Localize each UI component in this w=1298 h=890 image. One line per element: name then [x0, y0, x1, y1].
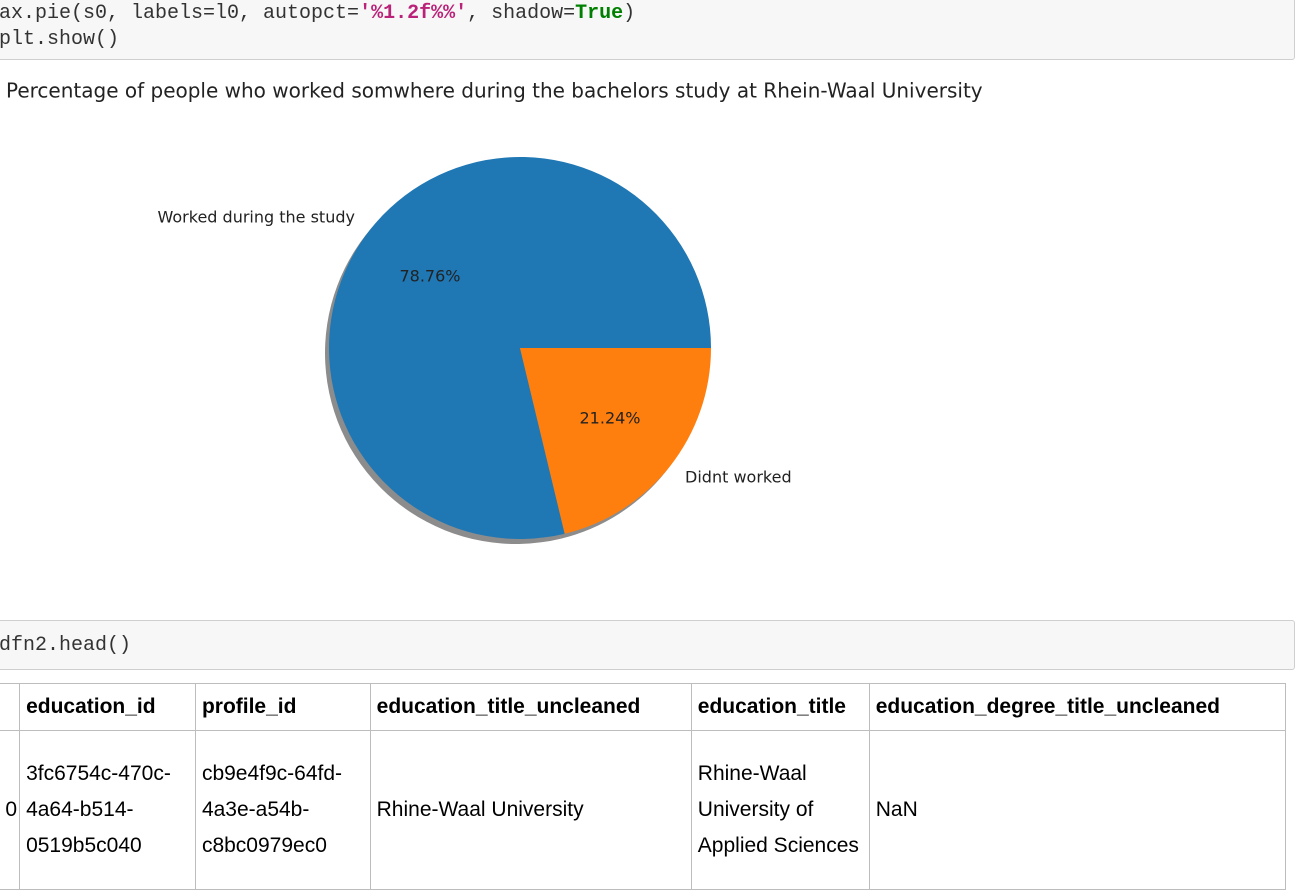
code-line: plt.show()	[0, 27, 1294, 53]
table-cell: Rhine-Waal University	[369, 730, 692, 890]
table-row: 0 3fc6754c-470c-4a64-b514-0519b5c040 cb9e4…	[0, 730, 1287, 890]
column-header: education_degree_title_uncleaned	[868, 683, 1287, 731]
header-row: education_id profile_id education_title_un…	[0, 683, 1287, 731]
dataframe: education_id profile_id education_title_un…	[0, 683, 1287, 890]
row-index: 0	[0, 730, 21, 890]
code-line: dfn2.head()	[0, 633, 1294, 659]
column-header: profile_id	[194, 683, 371, 731]
code: plt.show()	[0, 28, 120, 51]
code: , shadow=	[467, 2, 576, 25]
code-cell[interactable]: ax.pie(s0, labels=l0, autopct='%1.2f%%',…	[0, 0, 1295, 60]
table-cell: Rhine-Waal University of Applied Science…	[690, 730, 870, 890]
value-label: 21.24%	[580, 408, 641, 427]
code: ax.pie(s0, labels=l0, autopct=	[0, 2, 360, 25]
table-cell: NaN	[868, 730, 1287, 890]
code: dfn2.head()	[0, 634, 132, 657]
table-cell: cb9e4f9c-64fd-4a3e-a54b-c8bc0979ec0	[194, 730, 371, 890]
category-label: Didnt worked	[685, 468, 792, 487]
column-header: education_title_uncleaned	[369, 683, 692, 731]
column-header: education_id	[19, 683, 196, 731]
table-cell: 3fc6754c-470c-4a64-b514-0519b5c040	[19, 730, 196, 890]
chart: Percentage of people who worked somwhere…	[6, 79, 983, 545]
index-header	[0, 683, 21, 731]
column-header: education_title	[690, 683, 870, 731]
code-string: '%1.2f%%'	[359, 2, 468, 25]
value-label: 78.76%	[399, 267, 460, 286]
category-label: Worked during the study	[158, 207, 355, 226]
code-cell[interactable]: dfn2.head()	[0, 620, 1295, 670]
code: )	[623, 2, 636, 25]
wedge	[520, 348, 711, 534]
code-keyword: True	[575, 2, 624, 25]
chart-title: Percentage of people who worked somwhere…	[6, 79, 983, 103]
code-line: ax.pie(s0, labels=l0, autopct='%1.2f%%',…	[0, 1, 1294, 27]
